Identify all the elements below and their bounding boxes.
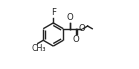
Text: O: O [79,24,86,33]
Text: O: O [73,35,80,44]
Text: O: O [67,13,73,22]
Text: CH₃: CH₃ [31,44,46,53]
Text: F: F [51,8,56,17]
